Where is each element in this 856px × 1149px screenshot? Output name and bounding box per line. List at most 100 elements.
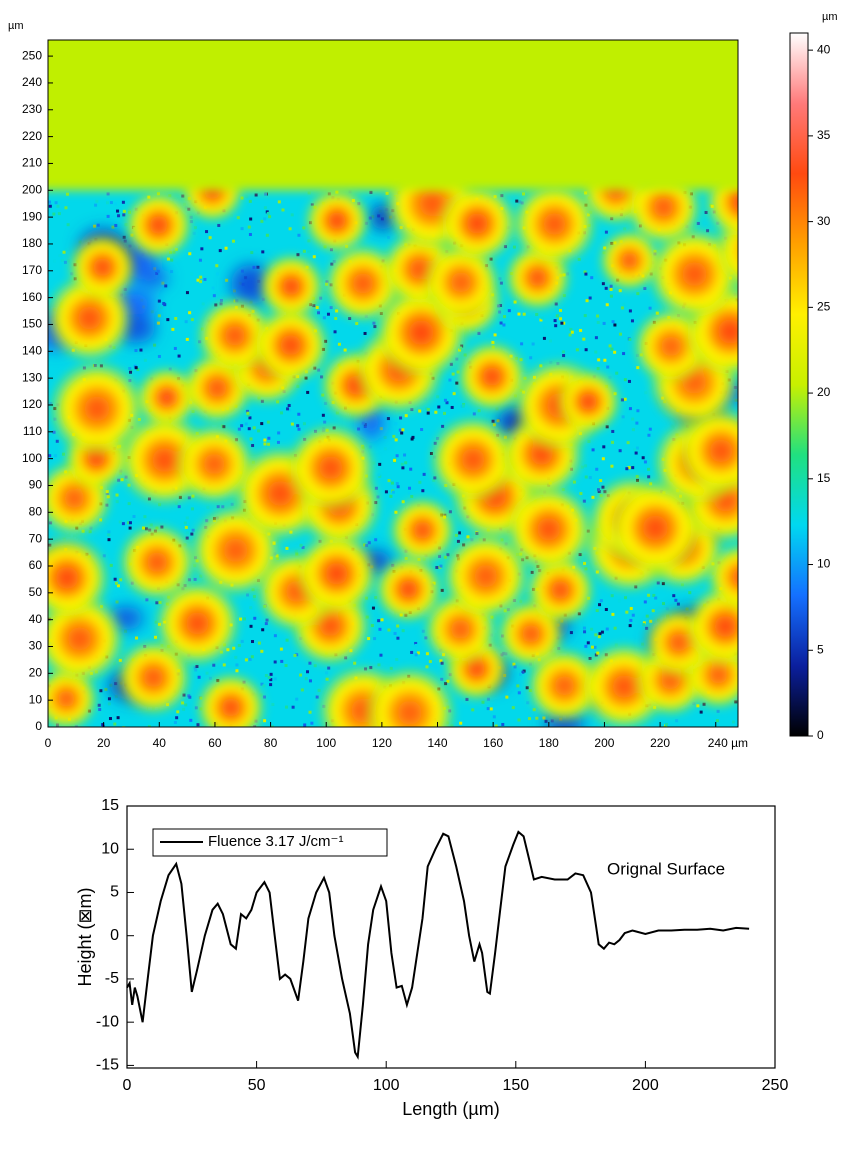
speckle — [592, 448, 595, 451]
speckle — [119, 578, 122, 581]
bump — [529, 269, 546, 286]
speckle — [490, 707, 493, 710]
speckle — [270, 673, 273, 676]
annotation: Orignal Surface — [607, 859, 725, 878]
bump — [613, 675, 636, 698]
speckle — [369, 191, 372, 194]
speckle — [306, 391, 309, 394]
speckle — [258, 642, 261, 645]
speckle — [622, 352, 625, 355]
bump — [283, 278, 300, 295]
speckle — [249, 233, 252, 236]
speckle — [186, 291, 189, 294]
speckle — [541, 316, 544, 319]
speckle — [677, 603, 680, 606]
y-tick-label: 80 — [29, 504, 43, 518]
speckle — [249, 658, 252, 661]
bump — [68, 627, 91, 650]
speckle — [508, 309, 511, 312]
speckle — [513, 246, 516, 249]
speckle — [606, 303, 609, 306]
speckle — [128, 502, 131, 505]
speckle — [325, 671, 328, 674]
speckle — [468, 339, 471, 342]
speckle — [523, 313, 526, 316]
y-tick-label: 150 — [22, 317, 42, 331]
x-tick-label: 50 — [248, 1077, 266, 1094]
speckle — [585, 348, 588, 351]
speckle — [364, 332, 367, 335]
speckle — [403, 453, 406, 456]
speckle — [263, 439, 266, 442]
bump — [710, 440, 733, 463]
speckle — [135, 636, 138, 639]
speckle — [56, 440, 59, 443]
y-tick-label: 170 — [22, 263, 42, 277]
speckle — [395, 658, 398, 661]
speckle — [178, 505, 181, 508]
speckle — [316, 306, 319, 309]
bump — [268, 481, 293, 506]
bump — [733, 192, 753, 212]
bump — [682, 262, 706, 286]
speckle — [384, 436, 387, 439]
speckle — [644, 600, 647, 603]
speckle — [500, 282, 503, 285]
speckle — [159, 601, 162, 604]
bump — [326, 563, 348, 585]
bump — [152, 448, 176, 472]
speckle — [61, 259, 64, 262]
speckle — [580, 304, 583, 307]
speckle — [305, 677, 308, 680]
bump — [748, 238, 772, 262]
speckle — [448, 379, 451, 382]
speckle — [298, 428, 301, 431]
speckle — [644, 460, 647, 463]
speckle — [645, 627, 648, 630]
speckle — [263, 696, 266, 699]
speckle — [526, 686, 529, 689]
speckle — [195, 665, 198, 668]
speckle — [584, 464, 587, 467]
speckle — [563, 294, 566, 297]
speckle — [327, 667, 330, 670]
y-tick-label: 120 — [22, 397, 42, 411]
speckle — [478, 409, 481, 412]
speckle — [455, 534, 458, 537]
speckle — [598, 632, 601, 635]
speckle — [717, 710, 720, 713]
speckle — [89, 530, 92, 533]
speckle — [241, 640, 244, 643]
speckle — [116, 210, 119, 213]
speckle — [422, 630, 425, 633]
speckle — [535, 717, 538, 720]
speckle — [591, 646, 594, 649]
speckle — [578, 258, 581, 261]
speckle — [134, 349, 137, 352]
speckle — [598, 603, 601, 606]
speckle — [621, 306, 624, 309]
speckle — [162, 302, 165, 305]
speckle — [405, 414, 408, 417]
speckle — [632, 428, 635, 431]
speckle — [579, 329, 582, 332]
speckle — [629, 407, 632, 410]
y-tick-label: 250 — [22, 48, 42, 62]
speckle — [344, 349, 347, 352]
speckle — [195, 706, 198, 709]
speckle — [375, 487, 378, 490]
speckle — [246, 412, 249, 415]
speckle — [643, 287, 646, 290]
speckle — [596, 314, 599, 317]
speckle — [559, 309, 562, 312]
speckle — [462, 405, 465, 408]
speckle — [194, 668, 197, 671]
speckle — [605, 608, 608, 611]
y-tick-label: 180 — [22, 236, 42, 250]
speckle — [154, 636, 157, 639]
speckle — [674, 599, 677, 602]
y-tick-label: 140 — [22, 343, 42, 357]
y-tick-label: 70 — [29, 531, 43, 545]
speckle — [377, 619, 380, 622]
